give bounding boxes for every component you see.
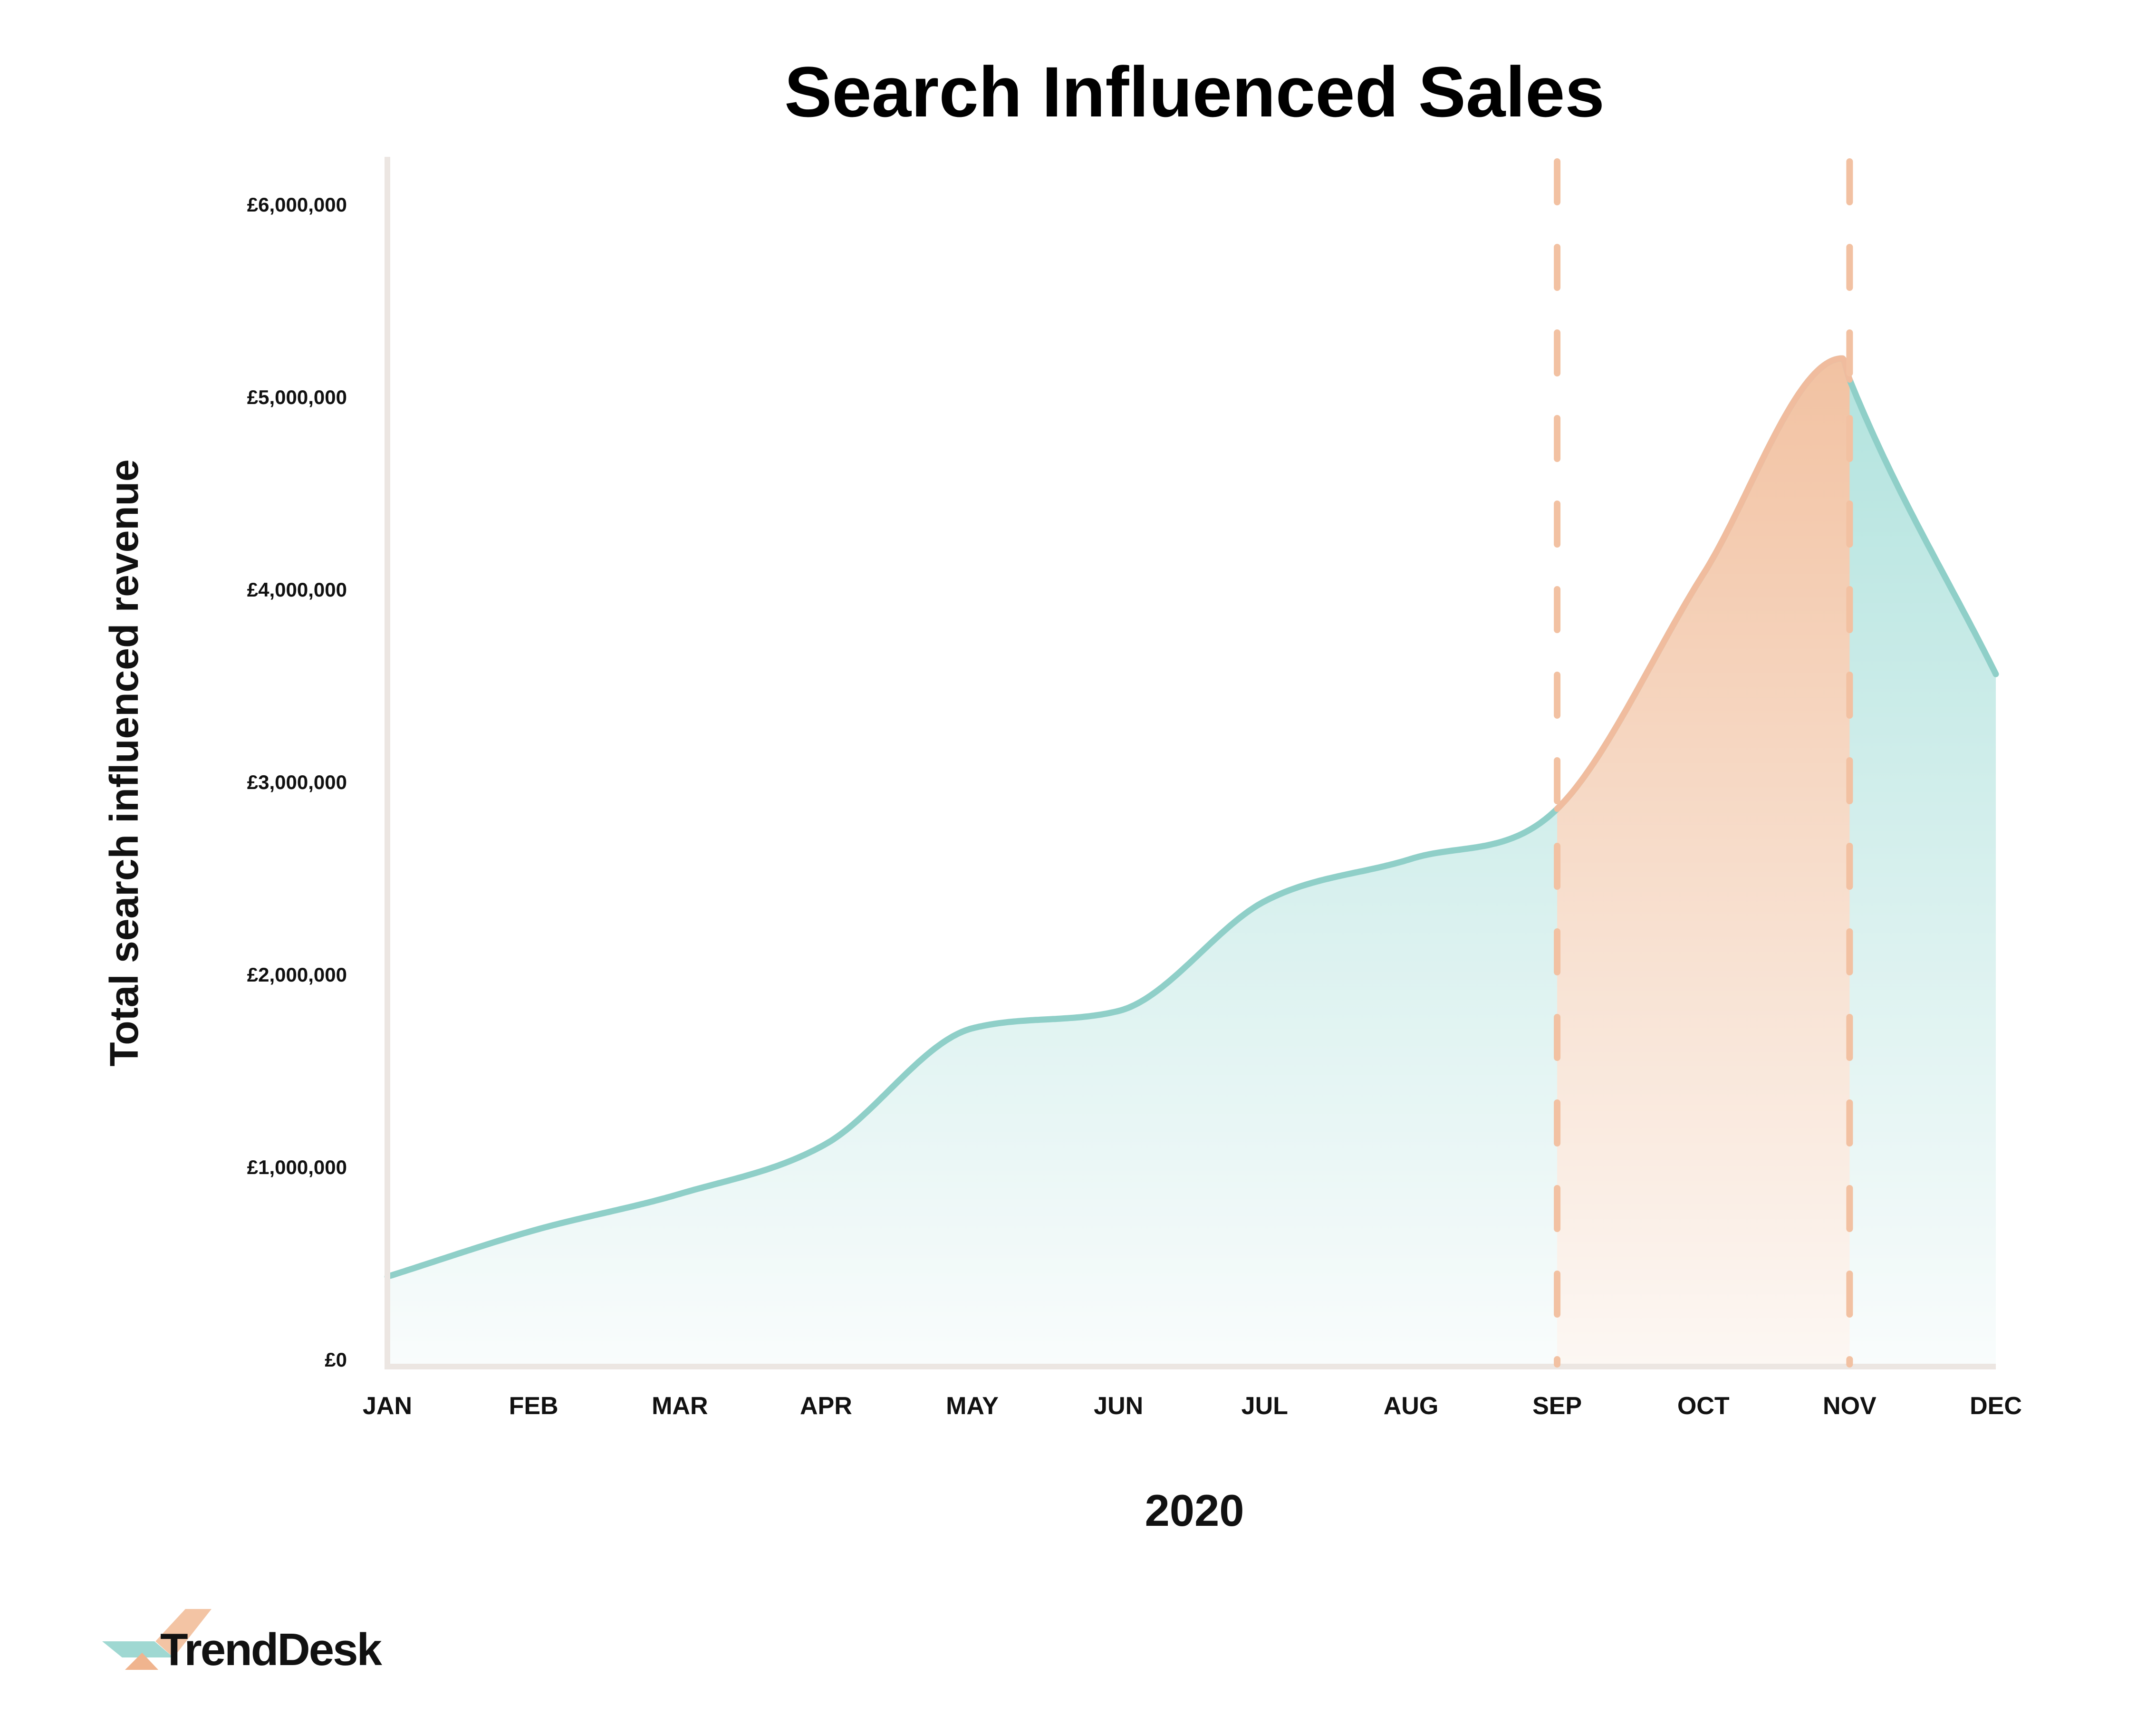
highlight-line [1554, 355, 1853, 812]
y-tick-label: £3,000,000 [247, 771, 347, 793]
y-tick-labels: £0 £1,000,000 £2,000,000 £3,000,000 £4,000,0… [247, 193, 347, 1371]
logo-mark-orange [125, 1653, 158, 1670]
x-tick-label: AUG [1384, 1392, 1439, 1420]
x-tick-label: JUN [1094, 1392, 1143, 1420]
y-tick-label: £4,000,000 [247, 578, 347, 601]
x-tick-label: NOV [1823, 1392, 1877, 1420]
y-axis-label: Total search influenced revenue [102, 459, 146, 1067]
logo-mark-peach [155, 1609, 212, 1657]
y-tick-label: £5,000,000 [247, 386, 347, 408]
x-tick-label: DEC [1970, 1392, 2022, 1420]
x-tick-label: SEP [1532, 1392, 1582, 1420]
x-tick-label: APR [800, 1392, 852, 1420]
x-tick-label: MAR [652, 1392, 708, 1420]
y-tick-label: £2,000,000 [247, 963, 347, 986]
y-tick-label: £0 [325, 1349, 347, 1371]
highlight-fill [1557, 358, 1850, 1364]
y-tick-label: £6,000,000 [247, 193, 347, 216]
logo-mark-teal [102, 1641, 173, 1657]
x-tick-label: MAY [946, 1392, 999, 1420]
y-tick-label: £1,000,000 [247, 1156, 347, 1178]
x-tick-labels: JAN FEB MAR APR MAY JUN JUL AUG SEP OCT NOV DEC [363, 1392, 2022, 1420]
brand-name: TrendDesk [160, 1624, 382, 1675]
marker-layer [1554, 158, 1853, 1368]
chart-title: Search Influenced Sales [784, 52, 1605, 132]
x-tick-label: JUL [1242, 1392, 1288, 1420]
x-axis-label: 2020 [1145, 1485, 1244, 1535]
area-layer [384, 355, 1999, 1364]
x-tick-label: OCT [1677, 1392, 1730, 1420]
x-tick-label: JAN [363, 1392, 412, 1420]
brand-logo: TrendDesk [102, 1609, 384, 1675]
x-tick-label: FEB [509, 1392, 558, 1420]
